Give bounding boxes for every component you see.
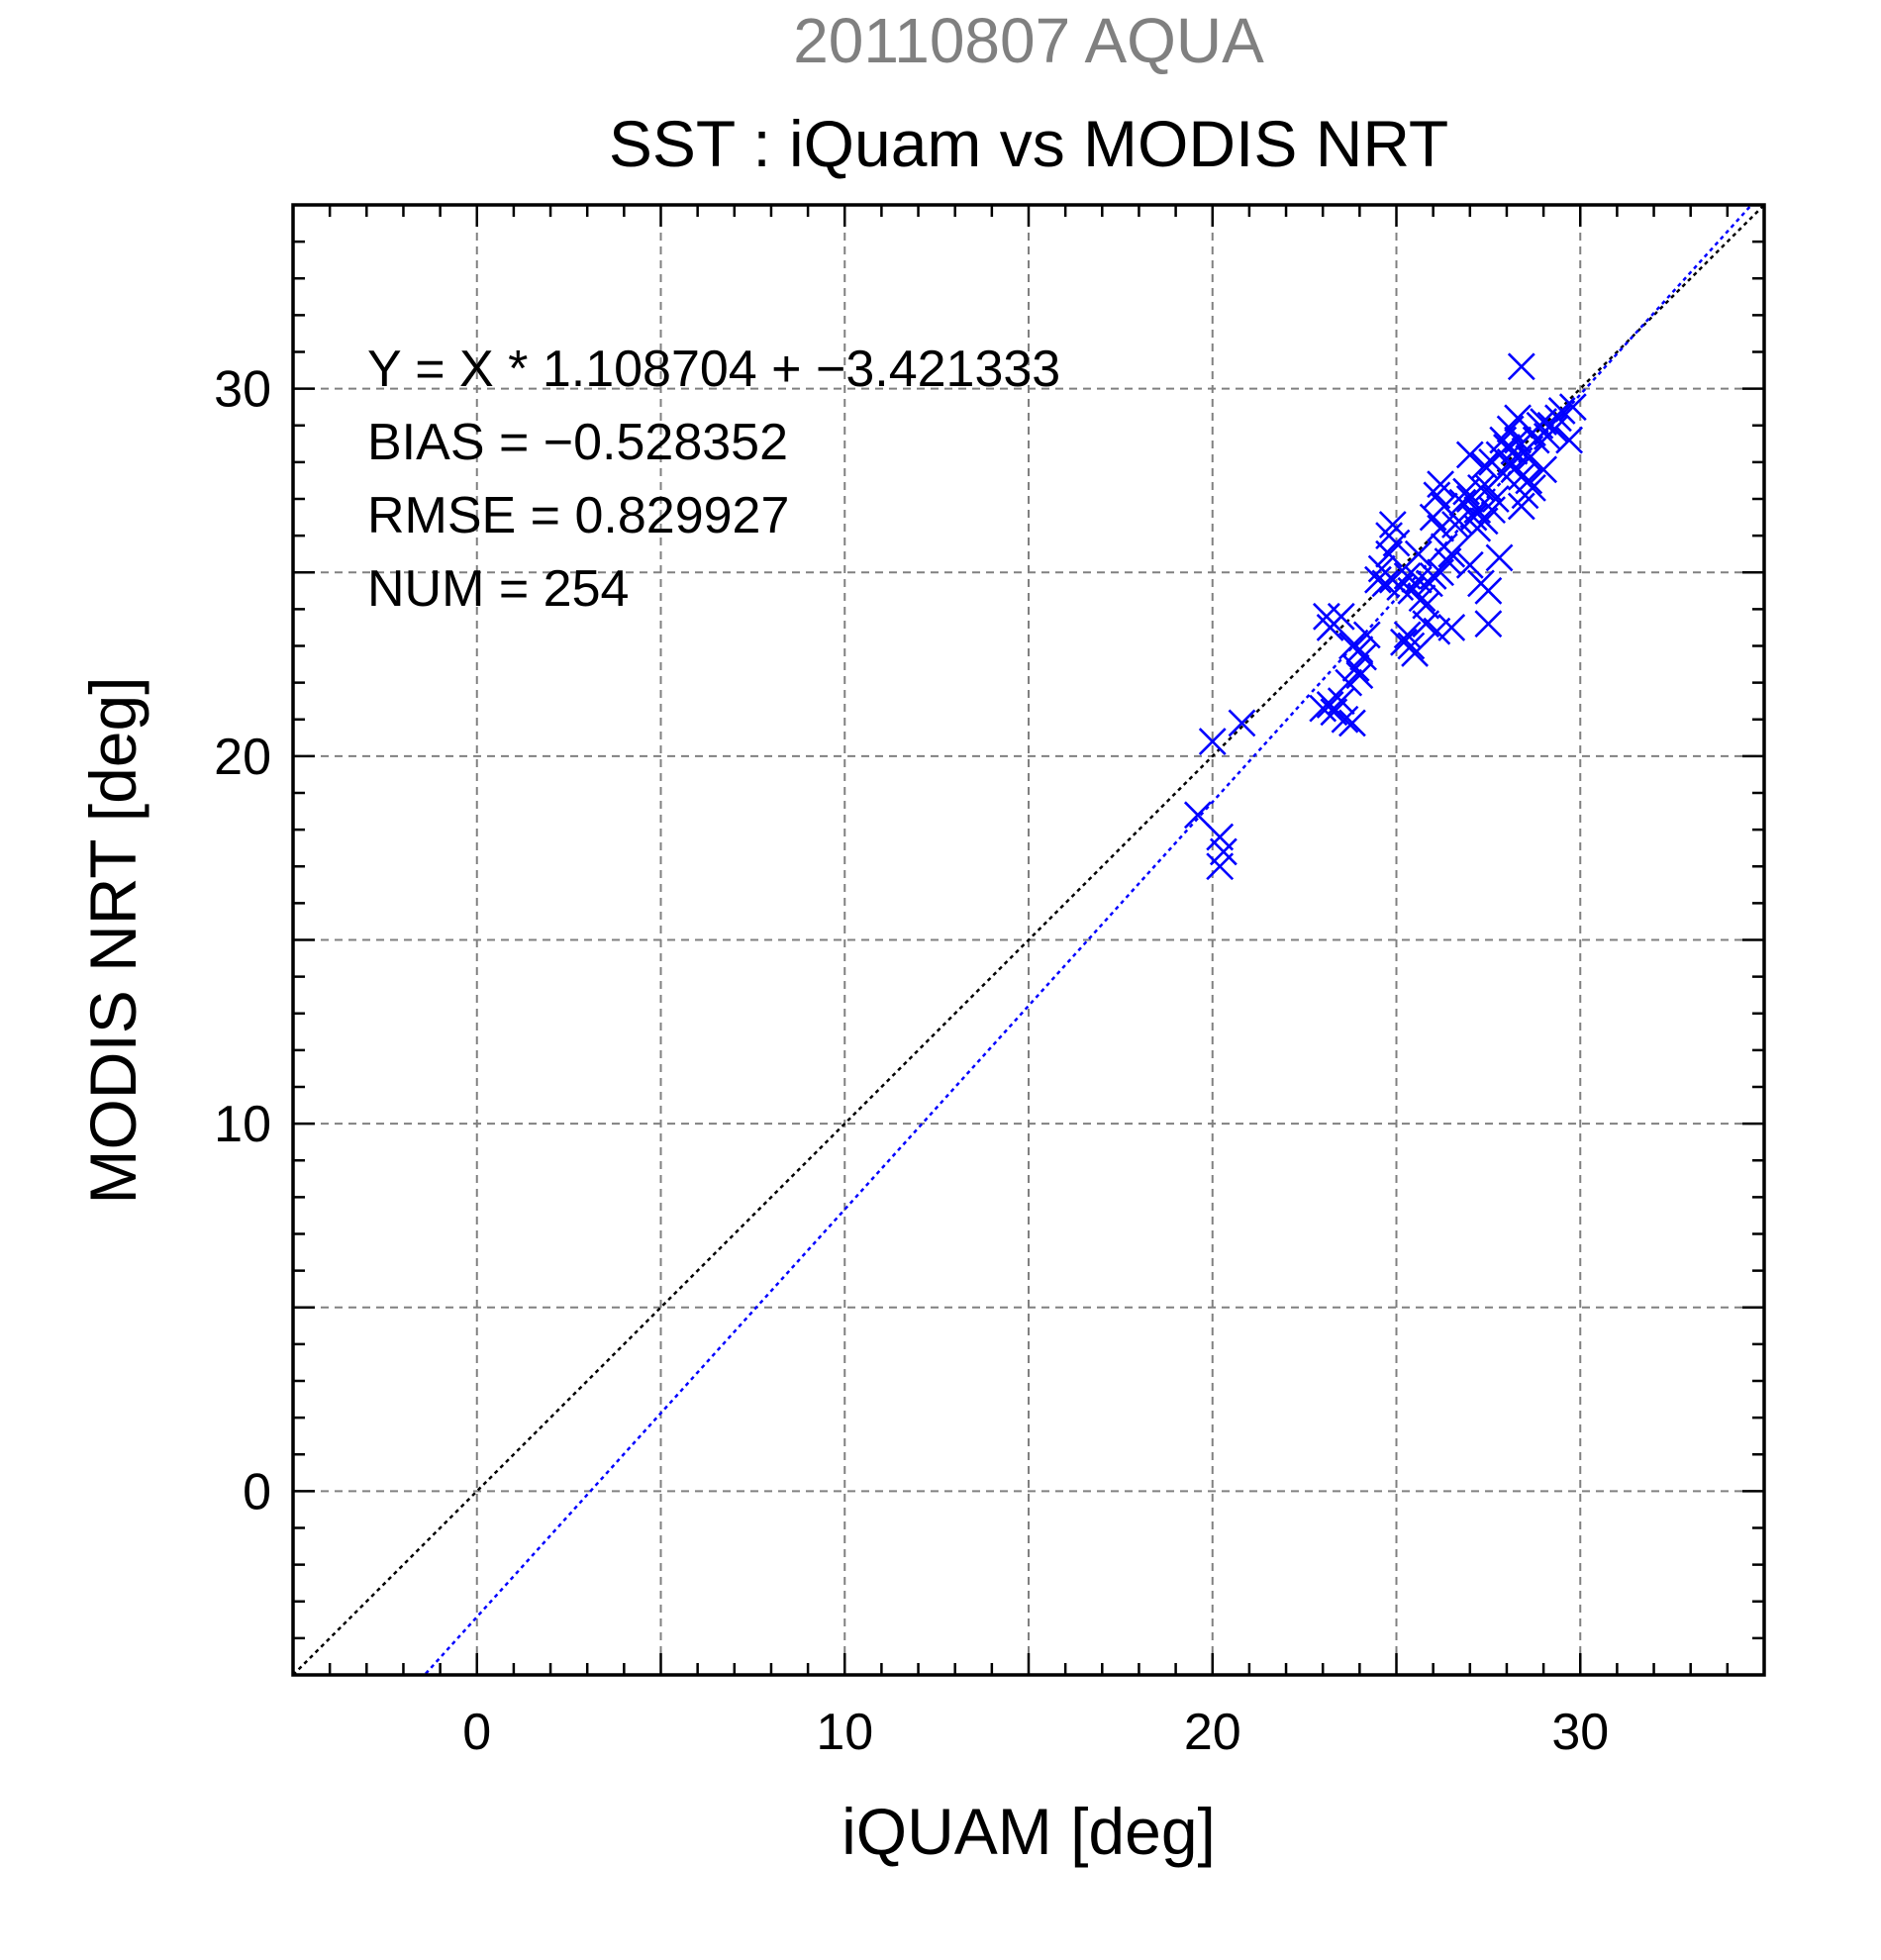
y-tick-label: 30 [214, 361, 271, 419]
data-point [1547, 396, 1576, 425]
data-point [1522, 426, 1550, 454]
data-point [1485, 543, 1514, 572]
y-tick-label: 0 [243, 1463, 271, 1520]
reference-lines [293, 205, 1764, 1675]
data-point [1327, 687, 1355, 716]
data-point [1558, 393, 1587, 422]
data-point [1478, 496, 1507, 525]
data-point [1393, 621, 1422, 649]
data-points [1183, 352, 1587, 881]
identity-line [293, 205, 1764, 1675]
data-point [1183, 801, 1212, 830]
fit-equation-annotation: Y = X * 1.108704 + −3.421333 [367, 341, 1060, 398]
data-point [1474, 576, 1503, 605]
data-point [1500, 437, 1529, 465]
x-tick-label: 30 [1551, 1704, 1609, 1761]
data-point [1437, 614, 1466, 641]
data-point [1455, 441, 1484, 469]
data-point [1331, 705, 1359, 734]
data-point [1544, 404, 1572, 433]
chart-title: SST : iQuam vs MODIS NRT [609, 107, 1448, 180]
axis-ticks [291, 203, 1766, 1677]
count-annotation: NUM = 254 [367, 560, 629, 618]
data-point [1349, 642, 1377, 671]
y-axis-label: MODIS NRT [deg] [76, 676, 149, 1204]
data-point [1444, 507, 1473, 536]
data-point [1452, 477, 1481, 506]
chart-supertitle: 20110807 AQUA [793, 5, 1264, 76]
data-point [1507, 492, 1535, 521]
data-point [1338, 709, 1366, 737]
data-point [1515, 444, 1543, 473]
data-point [1206, 852, 1235, 881]
data-point [1507, 352, 1535, 381]
x-axis-label: iQUAM [deg] [842, 1795, 1216, 1868]
data-point [1309, 694, 1337, 723]
data-point [1378, 511, 1407, 539]
plot-frame [291, 203, 1766, 1677]
data-point [1364, 565, 1392, 594]
data-point [1489, 459, 1518, 487]
data-point [1345, 661, 1374, 690]
data-point [1515, 466, 1543, 495]
data-point [1470, 451, 1499, 480]
data-point [1408, 584, 1436, 613]
data-point [1455, 550, 1484, 579]
rmse-annotation: RMSE = 0.829927 [367, 487, 789, 544]
y-tick-label: 20 [214, 729, 271, 786]
data-point [1345, 636, 1374, 664]
x-tick-label: 0 [462, 1704, 491, 1761]
data-point [1474, 610, 1503, 638]
x-tick-label: 20 [1184, 1704, 1241, 1761]
data-point [1504, 404, 1533, 433]
fit-line [423, 205, 1753, 1675]
y-tick-labels: 0 10 20 30 [214, 361, 271, 1521]
x-tick-labels: 0 10 20 30 [462, 1704, 1609, 1761]
data-point [1397, 632, 1426, 660]
data-point [1401, 639, 1429, 667]
data-point [1382, 529, 1411, 557]
bias-annotation: BIAS = −0.528352 [367, 414, 788, 471]
data-point [1404, 539, 1433, 568]
data-point [1555, 426, 1584, 454]
data-point [1427, 470, 1454, 499]
data-point [1198, 728, 1227, 755]
x-tick-label: 10 [816, 1704, 873, 1761]
data-point [1316, 614, 1344, 641]
data-point [1448, 488, 1477, 517]
data-point [1386, 573, 1415, 602]
data-point [1423, 481, 1451, 510]
data-point [1530, 455, 1558, 484]
data-point [1481, 485, 1510, 513]
data-point [1533, 422, 1561, 450]
data-point [1228, 709, 1256, 737]
data-point [1437, 539, 1466, 568]
y-tick-label: 10 [214, 1096, 271, 1153]
